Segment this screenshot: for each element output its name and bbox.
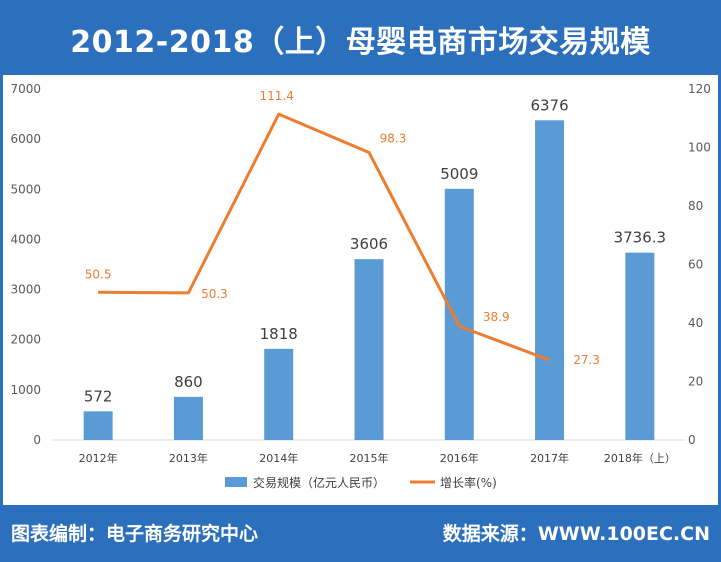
bar xyxy=(625,252,655,440)
bar xyxy=(173,396,203,440)
y-left-tick-label: 7000 xyxy=(10,82,41,96)
footer-banner: 图表编制：电子商务研究中心 数据来源：WWW.100EC.CN xyxy=(3,505,718,559)
bar-value-label: 5009 xyxy=(440,165,478,183)
x-tick-label: 2012年 xyxy=(79,451,118,465)
footer-credit: 图表编制：电子商务研究中心 xyxy=(11,519,258,546)
chart-canvas: 0 1000 2000 3000 4000 5000 6000 7000 0 20 40 60 80 10… xyxy=(10,82,711,490)
growth-rate-label: 27.3 xyxy=(573,353,600,367)
x-tick-label: 2018年（上） xyxy=(604,451,676,465)
y-right-tick-label: 40 xyxy=(688,316,703,330)
x-tick-label: 2017年 xyxy=(530,451,569,465)
y-left-tick-label: 0 xyxy=(33,433,41,447)
y-right-tick-label: 100 xyxy=(688,141,711,155)
footer-source: 数据来源：WWW.100EC.CN xyxy=(443,519,710,546)
bar-value-label: 3736.3 xyxy=(614,229,667,247)
bar-value-label: 860 xyxy=(174,373,203,391)
y-left-tick-label: 6000 xyxy=(10,132,41,146)
growth-rate-label: 111.4 xyxy=(260,89,294,103)
y-left-tick-label: 4000 xyxy=(10,232,41,246)
bar-value-label: 1818 xyxy=(260,325,298,343)
y-left-tick-label: 1000 xyxy=(10,383,41,397)
x-tick-label: 2015年 xyxy=(350,451,389,465)
bar xyxy=(444,188,474,440)
y-left-tick-label: 2000 xyxy=(10,333,41,347)
y-right-tick-label: 120 xyxy=(688,82,711,96)
y-right-tick-label: 60 xyxy=(688,258,703,272)
footer-credit-label: 图表编制： xyxy=(11,523,107,545)
y-right-tick-label: 20 xyxy=(688,375,703,389)
legend-label-line: 增长率(%) xyxy=(440,475,497,490)
growth-rate-label: 98.3 xyxy=(380,131,407,145)
y-right-tick-label: 0 xyxy=(688,433,696,447)
legend: 交易规模（亿元人民币） 增长率(%) xyxy=(225,475,497,490)
bar xyxy=(535,120,565,440)
y-left-tick-label: 5000 xyxy=(10,182,41,196)
y-left-tick-label: 3000 xyxy=(10,283,41,297)
chart-title: 2012-2018（上）母婴电商市场交易规模 xyxy=(70,25,651,60)
growth-rate-label: 50.3 xyxy=(201,287,228,301)
legend-label-bar: 交易规模（亿元人民币） xyxy=(253,475,385,490)
bar-value-label: 6376 xyxy=(530,96,568,114)
bar-value-label: 3606 xyxy=(350,235,388,253)
x-tick-label: 2013年 xyxy=(169,451,208,465)
legend-swatch-bar xyxy=(225,477,247,487)
bar-value-label: 572 xyxy=(84,387,113,405)
bar xyxy=(83,411,113,440)
title-banner: 2012-2018（上）母婴电商市场交易规模 xyxy=(3,3,718,75)
x-tick-label: 2016年 xyxy=(440,451,479,465)
bar xyxy=(354,259,384,440)
footer-source-label: 数据来源： xyxy=(442,523,538,545)
footer-source-value: WWW.100EC.CN xyxy=(537,523,710,545)
footer-credit-value: 电子商务研究中心 xyxy=(106,523,259,545)
bar xyxy=(264,348,294,440)
growth-rate-label: 38.9 xyxy=(483,310,510,324)
x-tick-label: 2014年 xyxy=(259,451,298,465)
growth-rate-line xyxy=(98,112,551,362)
growth-rate-label: 50.5 xyxy=(85,267,112,281)
y-right-tick-label: 80 xyxy=(688,199,703,213)
